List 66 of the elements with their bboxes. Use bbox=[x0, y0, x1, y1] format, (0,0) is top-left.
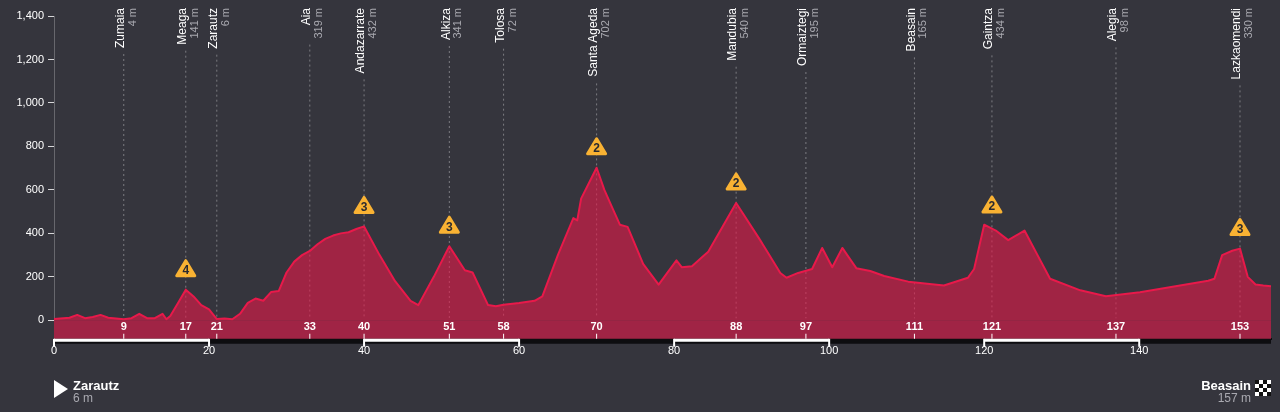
annotation: 165 m bbox=[916, 8, 929, 39]
ref-line-label: Gaintza bbox=[981, 7, 996, 50]
x2-tick-label: 40 bbox=[357, 320, 371, 333]
annotation: 72 m bbox=[505, 8, 518, 33]
ref-line-label: Andazarrate bbox=[353, 7, 368, 74]
x-tick-label: 60 bbox=[512, 344, 526, 357]
annotation: 434 m bbox=[993, 8, 1006, 39]
ref-line-label: Ormaiztegi bbox=[795, 8, 810, 67]
x-tick-label: 80 bbox=[668, 344, 681, 357]
text: 6 m bbox=[73, 391, 94, 406]
x-tick-label: 40 bbox=[357, 344, 371, 357]
x-tick-label: 20 bbox=[202, 344, 216, 357]
x2-tick-label: 17 bbox=[179, 320, 192, 333]
y-tick-label: 600 bbox=[25, 182, 44, 195]
y-tick-label: 200 bbox=[25, 269, 44, 282]
y-tick-label: 800 bbox=[25, 139, 44, 152]
ref-line-label: Santa Ageda bbox=[585, 7, 600, 77]
x2-tick-label: 97 bbox=[799, 320, 813, 333]
annotation: 98 m bbox=[1118, 8, 1130, 33]
annotation: 2 bbox=[988, 199, 996, 214]
ref-line-label: Lazkaomendi bbox=[1229, 8, 1244, 80]
annotation: 319 m bbox=[311, 8, 324, 39]
ref-line-label: Aia bbox=[299, 7, 314, 26]
annotation: 6 m bbox=[218, 8, 231, 27]
annotation: 2 bbox=[593, 141, 601, 156]
text: Beasain bbox=[1201, 377, 1252, 393]
annotation: 3 bbox=[1236, 221, 1244, 236]
x2-tick-label: 9 bbox=[120, 320, 127, 333]
ref-line-label: Mandubia bbox=[725, 7, 740, 61]
x-tick-label: 0 bbox=[50, 344, 58, 357]
annotation: 3 bbox=[360, 199, 368, 214]
x2-tick-label: 137 bbox=[1106, 320, 1126, 333]
text: Zarautz bbox=[73, 377, 120, 393]
annotation: 341 m bbox=[451, 8, 464, 39]
x2-tick-label: 58 bbox=[497, 320, 510, 333]
y-tick-label: 1,200 bbox=[16, 52, 44, 65]
x-tick-label: 120 bbox=[975, 344, 994, 357]
y-tick-label: 1,400 bbox=[16, 9, 44, 22]
ref-line-label: Meaga bbox=[175, 7, 190, 45]
annotation: 540 m bbox=[738, 8, 751, 39]
x2-tick-label: 51 bbox=[443, 320, 456, 333]
text: 157 m bbox=[1217, 391, 1251, 406]
x2-tick-label: 121 bbox=[982, 320, 1002, 333]
ref-line-label: Tolosa bbox=[492, 7, 507, 43]
annotation: 432 m bbox=[366, 8, 379, 39]
ref-line-label: Beasain bbox=[903, 8, 918, 52]
x2-tick-label: 111 bbox=[905, 320, 923, 333]
x2-tick-label: 21 bbox=[210, 320, 223, 333]
y-tick-label: 0 bbox=[37, 313, 44, 326]
y-tick-label: 400 bbox=[25, 226, 44, 239]
ref-line-label: Alkiza bbox=[438, 7, 453, 41]
x2-tick-label: 88 bbox=[730, 320, 743, 333]
annotation: 2 bbox=[732, 176, 740, 191]
ref-line-label: Zumaia bbox=[113, 7, 128, 49]
annotation: 4 bbox=[182, 262, 190, 277]
x2-tick-label: 33 bbox=[303, 320, 316, 333]
annotation: 330 m bbox=[1242, 8, 1255, 39]
x-tick-label: 100 bbox=[819, 344, 839, 357]
y-tick-label: 1,000 bbox=[16, 95, 44, 108]
annotation: 4 m bbox=[125, 8, 138, 27]
ref-line-label: Zarautz bbox=[206, 8, 221, 49]
annotation: 3 bbox=[445, 219, 453, 234]
x2-tick-label: 153 bbox=[1230, 320, 1250, 333]
x2-tick-label: 70 bbox=[590, 320, 603, 333]
x-tick-label: 140 bbox=[1130, 344, 1149, 357]
ref-line-label: Alegia bbox=[1105, 7, 1120, 42]
